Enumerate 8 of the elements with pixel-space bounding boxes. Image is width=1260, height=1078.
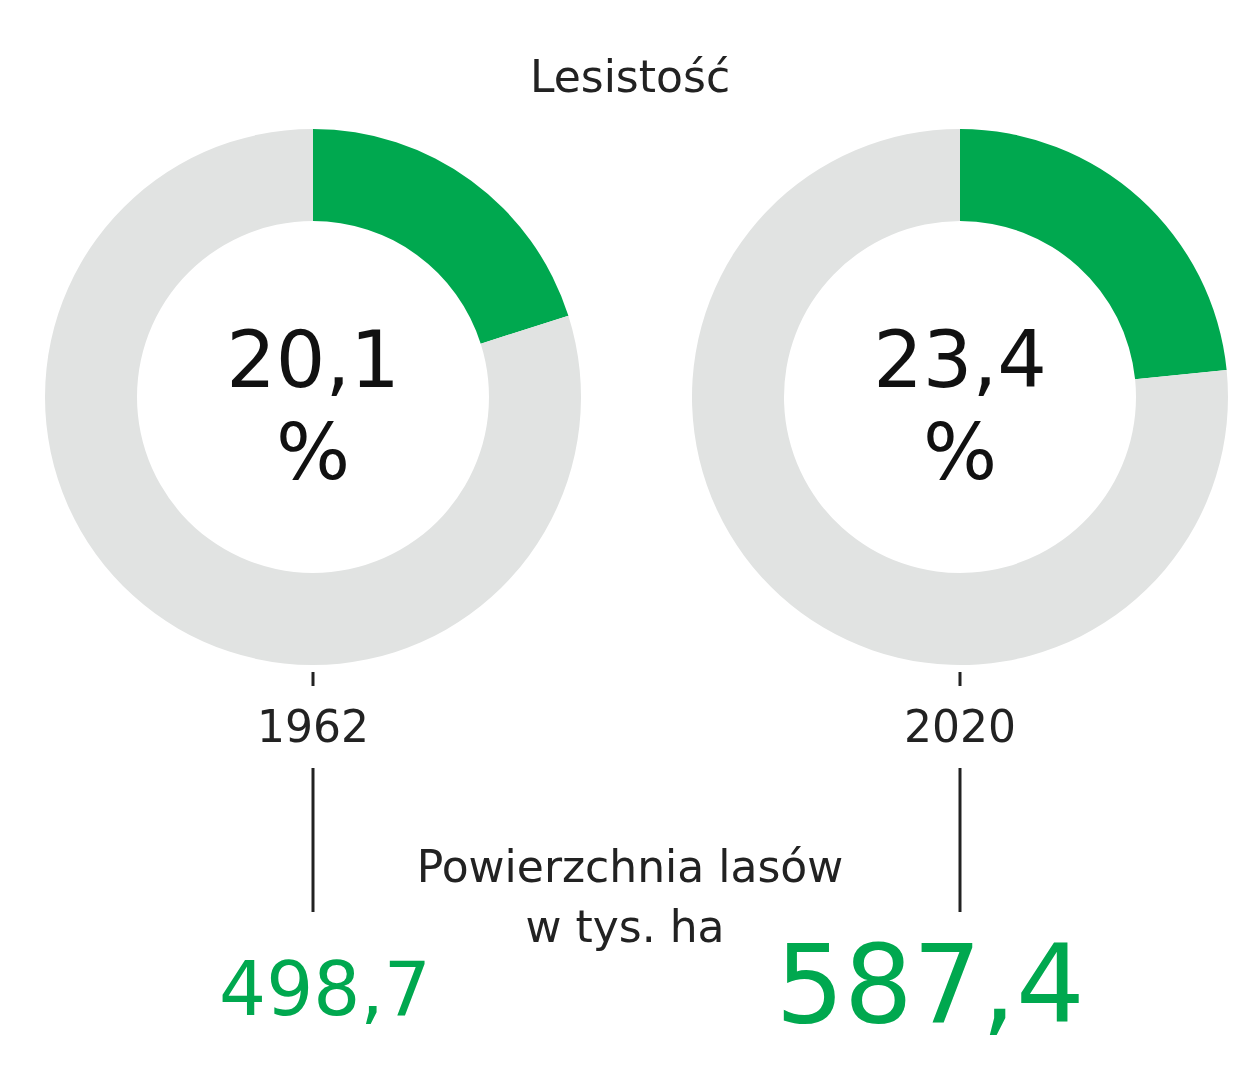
donut-slice — [45, 129, 581, 665]
text: 20,1 % — [226, 315, 400, 497]
text: 2020 — [904, 701, 1016, 752]
donut-slice — [692, 129, 1228, 665]
chart-title: Lesistość — [529, 51, 731, 102]
text: 1962 — [257, 701, 369, 752]
text: 23,4 % — [873, 315, 1047, 497]
text: 498,7 — [219, 946, 431, 1032]
